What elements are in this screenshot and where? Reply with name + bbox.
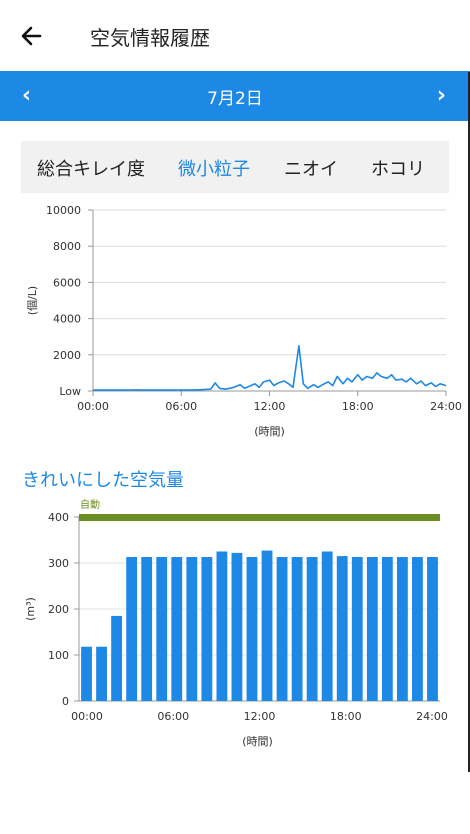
bar <box>156 557 168 701</box>
current-date: 7月2日 <box>207 89 263 109</box>
bar <box>276 557 288 701</box>
x-tick-label: 00:00 <box>77 400 109 413</box>
y-tick-label: 8000 <box>53 240 81 253</box>
bar <box>366 557 378 701</box>
particle-line-chart: Low 2000 4000 6000 8000 10000 00:00 06:00 12:00 1… <box>26 204 462 438</box>
bar <box>412 557 423 701</box>
bar <box>186 557 198 701</box>
y-tick-label: 200 <box>48 603 69 616</box>
x-tick-label: 18:00 <box>330 710 362 723</box>
y-tick-label: 0 <box>62 695 69 708</box>
metric-tabs: 総合キレイ度 微小粒子 ニオイ ホコリ <box>21 141 449 193</box>
x-tick-label: 06:00 <box>165 400 197 413</box>
bar <box>336 556 348 701</box>
bar <box>306 557 318 701</box>
x-tick-label: 06:00 <box>157 710 189 723</box>
tab-odor[interactable]: ニオイ <box>284 159 338 180</box>
x-axis-label: (時間) <box>242 735 273 748</box>
y-tick-label: Low <box>59 385 81 398</box>
y-tick-label: 400 <box>48 511 69 524</box>
bar <box>216 551 228 701</box>
y-tick-label: 100 <box>48 649 69 662</box>
y-axis-label: (個/L) <box>26 286 39 315</box>
bar <box>381 557 393 701</box>
tab-dust[interactable]: ホコリ <box>371 159 425 180</box>
previous-day-button[interactable]: ‹ <box>22 83 32 108</box>
x-tick-label: 00:00 <box>71 710 103 723</box>
bar <box>141 557 153 701</box>
cleaned-air-bar-chart: 0 100 200 300 400 自動 00:00 06:00 12:00 18:00 24:00… <box>24 498 448 748</box>
bar <box>261 550 273 701</box>
y-tick-label: 300 <box>48 557 69 570</box>
y-tick-label: 10000 <box>46 204 81 217</box>
x-tick-label: 18:00 <box>342 400 374 413</box>
auto-mode-label: 自動 <box>80 498 100 511</box>
bar <box>201 557 213 701</box>
bar <box>126 557 138 701</box>
auto-mode-band <box>79 514 440 521</box>
arrow-left-icon[interactable] <box>18 22 46 50</box>
bar <box>321 551 333 701</box>
cleaned-air-title: きれいにした空気量 <box>22 470 184 491</box>
y-tick-label: 4000 <box>53 313 81 326</box>
x-tick-label: 24:00 <box>430 400 462 413</box>
tab-overall[interactable]: 総合キレイ度 <box>37 159 145 180</box>
page-title: 空気情報履歴 <box>90 26 210 50</box>
y-tick-label: 2000 <box>53 349 81 362</box>
bar <box>231 552 243 701</box>
series-line <box>93 345 447 391</box>
x-tick-label: 24:00 <box>416 710 448 723</box>
x-tick-label: 12:00 <box>244 710 276 723</box>
x-tick-label: 12:00 <box>254 400 286 413</box>
bar <box>96 646 107 701</box>
bar <box>427 557 438 701</box>
bar <box>246 557 258 701</box>
date-navigator: ‹ 7月2日 › <box>0 71 470 121</box>
y-tick-label: 6000 <box>53 276 81 289</box>
bar <box>351 557 363 701</box>
app-bar: 空気情報履歴 <box>0 0 470 70</box>
y-axis-label: (m³) <box>24 597 37 621</box>
bar <box>81 646 92 701</box>
next-day-button[interactable]: › <box>436 83 446 108</box>
bar <box>396 557 408 701</box>
x-axis-label: (時間) <box>254 425 285 438</box>
screen-edge <box>468 72 470 772</box>
bar <box>111 615 123 701</box>
bar <box>291 557 303 701</box>
bar <box>171 557 183 701</box>
tab-fine-particles[interactable]: 微小粒子 <box>178 159 250 180</box>
